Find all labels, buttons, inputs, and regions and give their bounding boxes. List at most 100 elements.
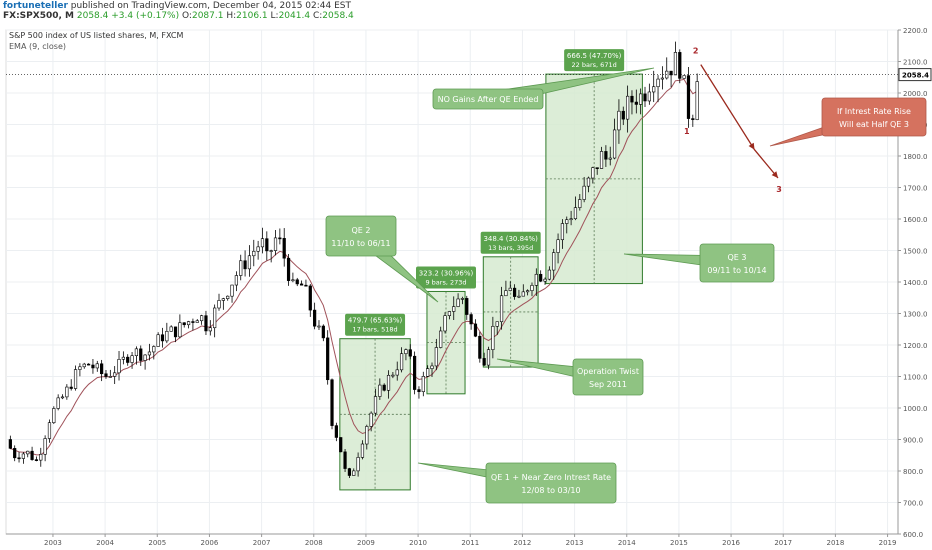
callout-box: [821, 97, 927, 137]
candle-body: [247, 255, 252, 270]
y-tick-label: 2100.0: [903, 59, 928, 67]
candle-body: [178, 322, 182, 338]
candle-body: [634, 101, 638, 105]
candle-body: [165, 331, 169, 342]
candle-body: [552, 252, 556, 271]
y-tick-label: 2000.0: [903, 90, 928, 98]
candle-body: [91, 364, 95, 369]
y-tick-label: 700.0: [903, 500, 923, 508]
last-price: 2058.4: [76, 11, 109, 21]
author-link[interactable]: fortuneteller: [3, 1, 68, 11]
candle-body: [404, 349, 408, 355]
candle-body: [482, 358, 486, 366]
candle-body: [478, 335, 482, 359]
candle-body: [308, 285, 312, 311]
candle-body: [491, 325, 495, 350]
candle-body: [421, 376, 425, 393]
candle-body: [443, 315, 447, 332]
candle-body: [495, 321, 499, 327]
candle-body: [69, 386, 73, 389]
x-tick-label: 2012: [514, 539, 532, 547]
candle-body: [608, 157, 612, 160]
candle-body: [43, 438, 47, 455]
candle-body: [556, 239, 560, 253]
candle-body: [295, 279, 299, 285]
candle-body: [8, 439, 12, 449]
candle-body: [221, 298, 225, 301]
candle-body: [391, 374, 395, 377]
measure-label-value: 666.5 (47.70%): [567, 52, 622, 60]
candle-body: [326, 337, 330, 381]
candle-body: [647, 91, 651, 102]
candle-body: [208, 327, 212, 332]
candle-body: [52, 408, 56, 424]
high-value: 2106.1: [236, 11, 268, 21]
chart-title: S&P 500 index of US listed shares, M, FX…: [9, 31, 183, 40]
candle-body: [260, 238, 265, 248]
candle-body: [530, 285, 534, 291]
y-tick-label: 800.0: [903, 468, 923, 476]
candle-body: [399, 353, 404, 371]
candle-body: [499, 295, 504, 323]
callout-text-line1: QE 1 + Near Zero Intrest Rate: [491, 473, 611, 482]
x-tick-label: 2006: [201, 539, 219, 547]
candle-body: [386, 375, 391, 391]
price-chart[interactable]: 600.0700.0800.0900.01000.01100.01200.013…: [0, 22, 932, 550]
y-tick-label: 1300.0: [903, 311, 928, 319]
candle-body: [86, 363, 91, 366]
measure-label-bg: [345, 313, 406, 336]
x-tick-label: 2019: [879, 539, 897, 547]
x-tick-label: 2005: [148, 539, 166, 547]
candle-body: [204, 315, 208, 332]
y-tick-label: 900.0: [903, 437, 923, 445]
candle-body: [256, 246, 260, 252]
candle-body: [139, 348, 143, 361]
candle-body: [508, 287, 512, 291]
x-tick-label: 2009: [357, 539, 375, 547]
candle-body: [382, 384, 386, 391]
y-tick-label: 1500.0: [903, 248, 928, 256]
symbol-label[interactable]: FX:SPX500, M: [3, 11, 74, 21]
candle-body: [356, 457, 360, 472]
callout-box: [699, 243, 775, 283]
candle-body: [182, 322, 186, 326]
candle-body: [604, 151, 608, 160]
candle-body: [104, 373, 108, 377]
candle-body: [334, 425, 338, 438]
candle-body: [282, 238, 286, 259]
candle-body: [452, 306, 456, 312]
candle-body: [252, 250, 256, 257]
candle-body: [169, 326, 173, 332]
price-change: +3.4 (+0.17%): [111, 11, 180, 21]
callout-text-line2: Will eat Half QE 3: [839, 120, 909, 129]
candle-body: [226, 295, 230, 299]
close-value: 2058.4: [322, 11, 354, 21]
last-price-tag-label: 2058.4: [902, 72, 929, 80]
candle-body: [378, 384, 382, 397]
y-tick-label: 1800.0: [903, 153, 928, 161]
ohlc-line: FX:SPX500, M 2058.4 +3.4 (+0.17%) O:2087…: [3, 11, 354, 21]
candle-body: [100, 363, 104, 375]
candle-body: [152, 346, 156, 353]
chart-header: fortuneteller published on TradingView.c…: [0, 0, 932, 22]
candle-body: [304, 284, 308, 287]
candle-body: [78, 366, 82, 370]
candle-body: [447, 311, 451, 316]
open-value: 2087.1: [191, 11, 224, 21]
candle-body: [56, 397, 60, 409]
callout-text-line2: Sep 2011: [589, 380, 627, 389]
candle-body: [573, 207, 578, 220]
last-price-tag: [898, 68, 932, 82]
candle-body: [430, 365, 434, 369]
x-tick-label: 2013: [566, 539, 584, 547]
candle-body: [534, 273, 538, 286]
candle-body: [365, 426, 369, 445]
low-value: 2041.4: [278, 11, 311, 21]
measure-label-bars: 17 bars, 518d: [352, 326, 397, 334]
close-label: C:: [312, 11, 323, 21]
candles: [8, 41, 699, 478]
callout-text-line2: 12/08 to 03/10: [521, 486, 580, 495]
candle-body: [60, 396, 65, 399]
projection-arrow: [700, 64, 779, 179]
callout-text-line2: 09/11 to 10/14: [707, 266, 766, 275]
